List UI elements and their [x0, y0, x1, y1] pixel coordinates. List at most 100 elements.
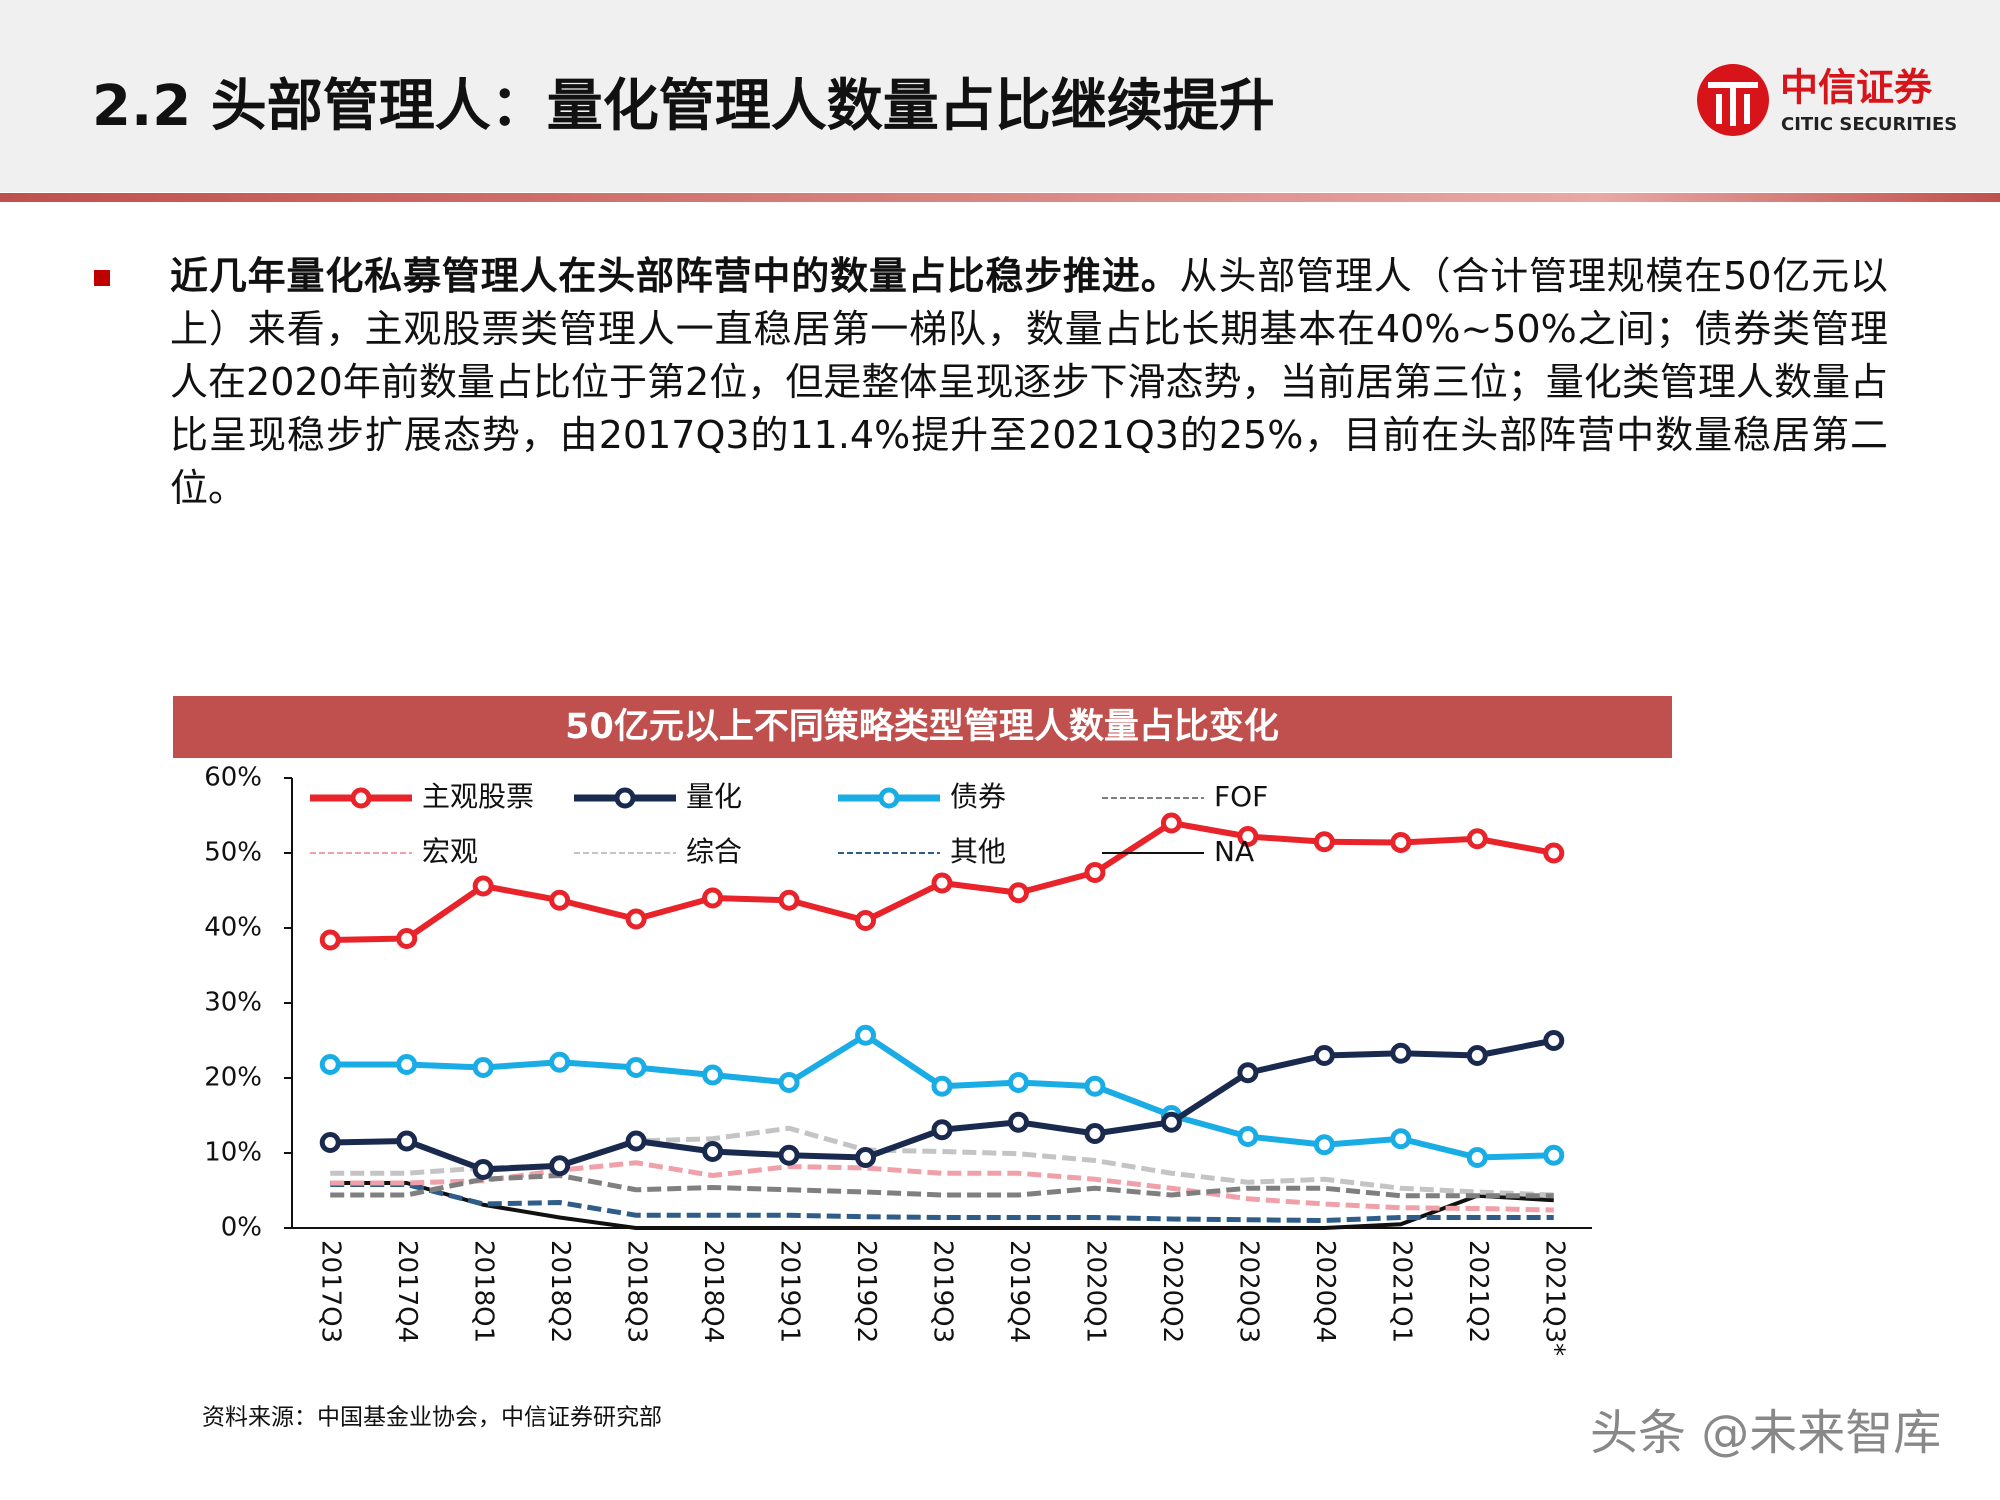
legend-label: 宏观: [422, 835, 478, 868]
point: [472, 875, 494, 897]
legend-label: 量化: [686, 780, 742, 813]
point: [319, 1132, 341, 1153]
point: [1237, 1126, 1259, 1147]
point: [319, 1054, 341, 1075]
point: [472, 1057, 494, 1078]
body: 从头部管理人（合计管理规模在50亿元以上）来看，主观股票类管理人一直稳居第一梯队…: [170, 254, 1888, 510]
legend-marker: [350, 787, 372, 809]
header-band: [0, 0, 2000, 192]
series-line: [330, 1037, 1555, 1173]
header-rule: [0, 193, 2000, 202]
watermark: 头条 @未来智库: [1590, 1405, 1941, 1461]
point: [931, 1075, 953, 1097]
legend-label: 综合: [686, 835, 742, 868]
point: [549, 1155, 571, 1177]
y-tick-label: 30%: [204, 988, 262, 1018]
point: [549, 889, 571, 911]
point: [319, 929, 341, 951]
legend-label: 其他: [950, 835, 1006, 868]
y-tick-label: 20%: [204, 1063, 262, 1093]
point: [1313, 831, 1335, 853]
series-line: [330, 1182, 1554, 1223]
series-line: [330, 1173, 1554, 1199]
point: [1160, 812, 1182, 834]
point: [1390, 1128, 1412, 1150]
point: [855, 1024, 877, 1046]
point: [549, 1051, 571, 1073]
point: [1007, 1072, 1029, 1093]
lead: 近几年量化私募管理人在头部阵营中的数量占比稳步推进。: [170, 254, 1180, 298]
legend-marker: [878, 787, 900, 809]
point: [702, 887, 724, 909]
source: 资料来源：中国基金业协会，中信证券研究部: [202, 1405, 662, 1431]
y-tick-label: 40%: [204, 913, 262, 943]
legend-label: NA: [1214, 835, 1254, 868]
point: [396, 1054, 418, 1075]
y-tick-label: 60%: [204, 763, 262, 793]
chart-title: 50亿元以上不同策略类型管理人数量占比变化: [565, 707, 1279, 747]
point: [1237, 1062, 1259, 1084]
legend-label: 债券: [950, 780, 1006, 813]
legend-label: 主观股票: [422, 780, 534, 813]
point: [1390, 832, 1412, 853]
legend-marker: [614, 787, 636, 809]
point: [778, 889, 800, 911]
y-tick-label: 50%: [204, 838, 262, 868]
point: [625, 1130, 647, 1152]
point: [1084, 862, 1106, 883]
bullet: [94, 270, 110, 286]
x-tick-label: 2020Q2: [1157, 1240, 1187, 1343]
point: [1466, 1147, 1488, 1168]
x-tick-label: 2018Q2: [545, 1240, 575, 1343]
x-tick-label: 2020Q4: [1310, 1240, 1340, 1343]
paragraph: 近几年量化私募管理人在头部阵营中的数量占比稳步推进。从头部管理人（合计管理规模在…: [170, 250, 1888, 515]
point: [1160, 1111, 1182, 1133]
x-tick-label: 2018Q4: [698, 1240, 728, 1343]
point: [625, 1057, 647, 1078]
point: [702, 1141, 724, 1162]
point: [625, 908, 647, 930]
x-tick-label: 2020Q1: [1080, 1240, 1110, 1343]
series-line: [330, 1160, 1554, 1213]
x-tick-label: 2017Q3: [316, 1240, 346, 1343]
point: [778, 1072, 800, 1093]
logo-en: CITIC SECURITIES: [1781, 114, 1957, 135]
point: [1543, 1144, 1565, 1166]
point: [1543, 1030, 1565, 1051]
point: [855, 1147, 877, 1168]
chart-banner: [173, 696, 1672, 758]
x-tick-label: 2018Q1: [469, 1240, 499, 1343]
point: [1084, 1075, 1106, 1097]
x-tick-label: 2019Q4: [1004, 1240, 1034, 1343]
point: [1237, 826, 1259, 847]
logo: [1697, 64, 1769, 136]
point: [1466, 828, 1488, 850]
x-tick-label: 2021Q2: [1463, 1240, 1493, 1343]
point: [396, 1130, 418, 1152]
x-tick-label: 2018Q3: [622, 1240, 652, 1343]
point: [1543, 842, 1565, 864]
point: [396, 928, 418, 949]
y-tick-label: 10%: [204, 1138, 262, 1168]
logo-cn: 中信证券: [1780, 66, 1933, 110]
point: [778, 1144, 800, 1166]
point: [1084, 1123, 1106, 1144]
x-tick-label: 2019Q1: [775, 1240, 805, 1343]
point: [1313, 1134, 1335, 1156]
point: [472, 1159, 494, 1180]
point: [1390, 1042, 1412, 1064]
point: [1007, 882, 1029, 904]
point: [931, 872, 953, 894]
slide-title: 2.2 头部管理人：量化管理人数量占比继续提升: [92, 74, 1275, 139]
point: [1313, 1045, 1335, 1066]
x-tick-label: 2021Q3*: [1539, 1240, 1569, 1356]
point: [1007, 1111, 1029, 1133]
x-tick-label: 2020Q3: [1233, 1240, 1263, 1343]
x-tick-label: 2019Q3: [928, 1240, 958, 1343]
x-tick-label: 2017Q4: [392, 1240, 422, 1343]
point: [931, 1119, 953, 1141]
point: [1466, 1045, 1488, 1066]
point: [702, 1064, 724, 1086]
